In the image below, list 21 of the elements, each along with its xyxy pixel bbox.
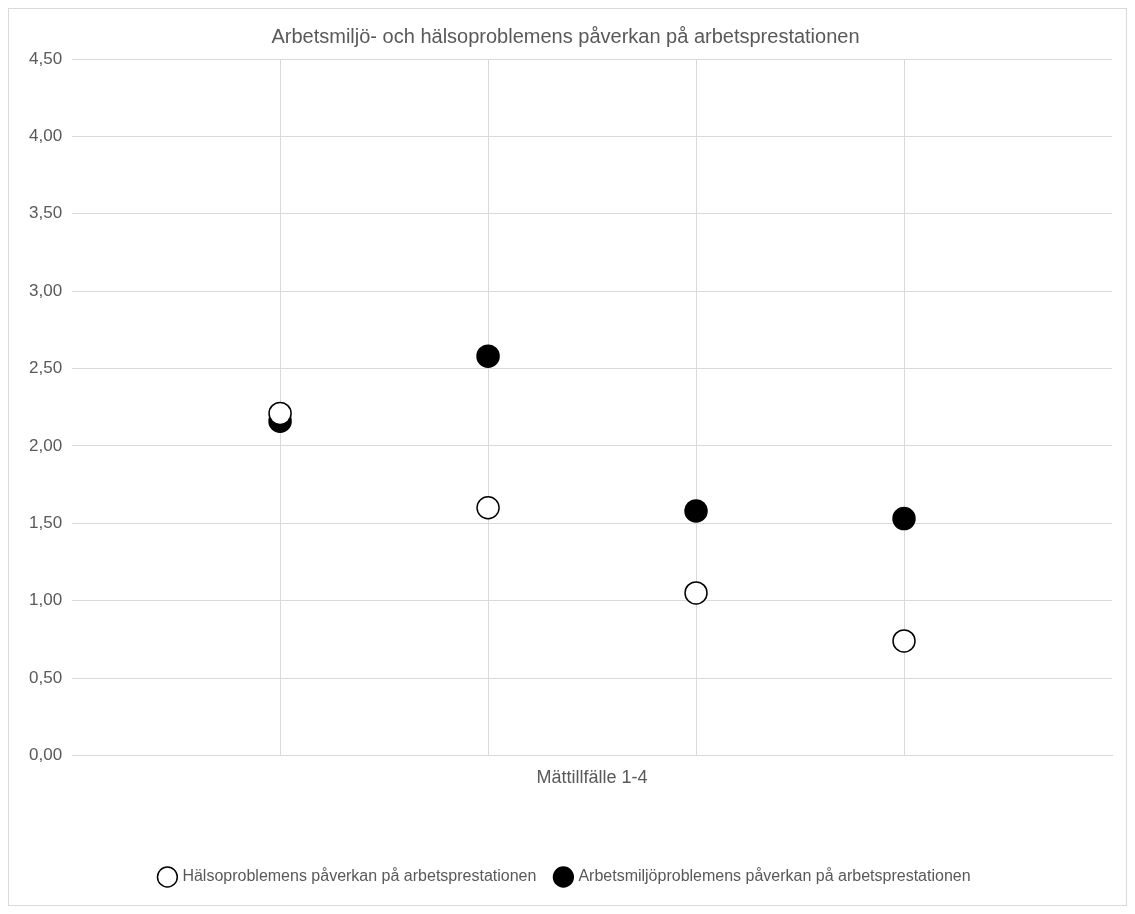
y-tick-label: 2,00 — [28, 435, 63, 455]
legend-label: Arbetsmiljöproblemens påverkan på arbetsprestationen — [578, 867, 971, 885]
x-axis-title: Mättillfälle 1-4 — [536, 767, 648, 788]
point — [684, 581, 708, 605]
point — [892, 629, 916, 653]
y-tick-label: 0,00 — [28, 745, 63, 765]
y-tick-label: 0,50 — [28, 667, 63, 687]
y-tick-label: 1,50 — [28, 512, 63, 532]
y-tick-label: 2,50 — [28, 358, 63, 378]
y-tick-label: 3,50 — [28, 203, 63, 223]
y-tick-label: 4,50 — [28, 48, 63, 68]
legend-label: Hälsoproblemens påverkan på arbetsprestationen — [182, 867, 537, 885]
point — [268, 401, 292, 426]
chart-title: Arbetsmiljö- och hälsoproblemens påverkan på arbetsprestationen — [271, 24, 860, 47]
point — [476, 344, 500, 368]
y-tick-label: 1,00 — [28, 590, 63, 610]
point — [892, 506, 916, 531]
y-tick-label: 3,00 — [28, 280, 63, 300]
y-tick-label: 4,00 — [28, 126, 63, 146]
point — [476, 496, 500, 520]
point — [684, 499, 708, 523]
